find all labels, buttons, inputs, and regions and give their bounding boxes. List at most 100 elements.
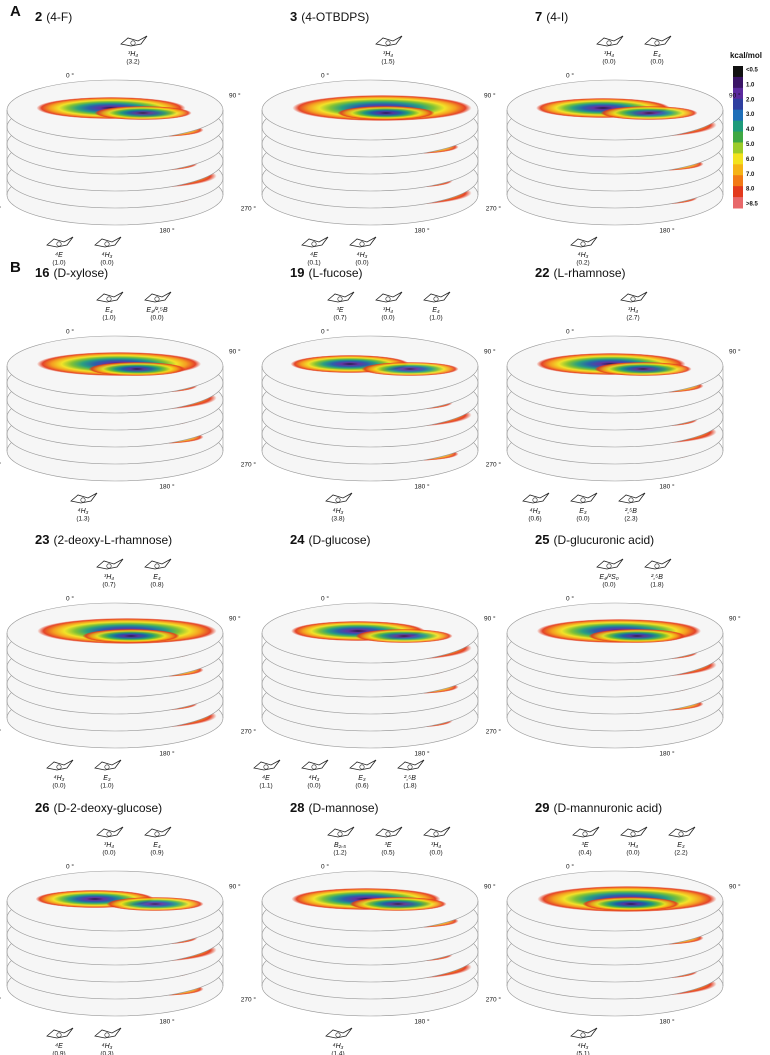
plot-number: 22 [535,265,549,280]
chair-icon [423,826,451,838]
conformer-name: E₃ [358,775,366,782]
conformer-energy: (0.6) [355,783,368,790]
plot-name: (4-F) [46,10,72,24]
conformer-energy: (0.8) [150,582,163,589]
ring-oxygen [104,764,110,770]
colorbar-title: kcal/mol [730,51,762,60]
colorbar-label: 4.0 [746,127,755,133]
conformer-energy: (1.0) [429,315,442,322]
conformer-name: E₄/²,⁵B [146,307,168,314]
plot-title: 23 (2-deoxy-L-rhamnose) [35,532,172,547]
angle-label: 180 ° [414,227,430,235]
plot: 2 (4-F) 0 ° 90 ° 180 ° 270 ° ³H₄(3.2) ⁴E(1.0) ⁴H… [0,9,241,266]
angle-label: 90 ° [484,883,496,891]
section-label: A [10,3,21,20]
energy-contour [355,629,453,643]
plot: 29 (D-mannuronic acid) 0 ° 90 ° 180 ° 270 ° ³E… [486,800,741,1055]
ring-oxygen [154,563,160,569]
ring-oxygen [407,764,413,770]
conformer-name: E₃ [579,508,587,515]
colorbar-swatch [733,87,743,100]
conformer-energy: (0.0) [100,260,113,267]
plot: 24 (D-glucose) 0 ° 90 ° 180 ° 270 ° ⁴E(1.1) ⁴H₃… [241,532,496,789]
angle-label: 90 ° [729,348,741,356]
plot: 28 (D-mannose) 0 ° 90 ° 180 ° 270 ° B₂,₅(1.2) ³… [241,800,496,1055]
plot-name: (L-rhamnose) [553,266,625,280]
conformer-energy: (0.4) [578,850,591,857]
chair-icon [570,236,598,248]
plot-name: (D-glucuronic acid) [553,533,654,547]
chair-icon [572,826,600,838]
angle-label: 270 ° [241,996,257,1004]
colorbar-label: 6.0 [746,157,755,163]
angle-label: 270 ° [486,996,502,1004]
angle-label: 180 ° [159,750,175,758]
chair-icon [375,35,403,47]
conformer-energy: (0.9) [150,850,163,857]
colorbar-swatch [733,153,743,165]
plot-title: 19 (L-fucose) [290,265,363,280]
ring-oxygen [630,831,636,837]
angle-label: 270 ° [486,728,502,736]
chair-icon [253,759,281,771]
ring-oxygen [532,497,538,503]
ring-oxygen [630,296,636,302]
ring-oxygen [311,241,317,247]
ring-oxygen [263,764,269,770]
angle-label: 180 ° [659,1018,675,1026]
chair-icon [144,291,172,303]
colorbar-label: 1.0 [746,82,755,88]
conformer-name: ⁴E [310,252,318,259]
plot-name: (4-OTBDPS) [301,10,369,24]
angle-label: 180 ° [659,483,675,491]
colorbar-label: 7.0 [746,172,755,178]
angle-label: 0 ° [566,328,574,336]
conformer-name: E₄ [653,51,661,58]
chair-icon [96,291,124,303]
chair-icon [668,826,696,838]
angle-label: 270 ° [0,205,1,213]
chair-icon [375,826,403,838]
plot-number: 23 [35,532,49,547]
plot: 25 (D-glucuronic acid) 0 ° 90 ° 180 ° 270 ° E₄… [486,532,741,757]
conformer-energy: (1.2) [333,850,346,857]
angle-label: 90 ° [729,92,741,100]
plot-name: (D-mannuronic acid) [553,801,662,815]
conformer-name: ⁴H₃ [102,1043,113,1050]
conformer-name: ³H₄ [628,307,638,314]
conformer-energy: (5.1) [576,1051,589,1055]
conformer-energy: (1.3) [76,516,89,523]
chair-icon [596,35,624,47]
angle-label: 90 ° [729,615,741,623]
angle-label: 180 ° [659,750,675,758]
conformer-name: ⁴H₃ [78,508,89,515]
conformer-name: ⁴H₃ [102,252,113,259]
ring-oxygen [654,563,660,569]
ring-oxygen [335,497,341,503]
chair-icon [46,236,74,248]
ring-oxygen [433,831,439,837]
energy-contour [588,629,686,643]
colorbar-label: >8.5 [746,202,759,208]
angle-label: 0 ° [321,595,329,603]
colorbar-swatch [733,66,743,78]
chair-icon [596,558,624,570]
conformer-energy: (1.8) [403,783,416,790]
ring-oxygen [311,764,317,770]
conformer-name: E₄ [105,307,113,314]
angle-label: 270 ° [486,205,502,213]
conformer-energy: (0.7) [102,582,115,589]
conformer-energy: (2.7) [626,315,639,322]
chair-icon [644,558,672,570]
colorbar-swatch [733,131,743,143]
conformer-energy: (0.3) [100,1051,113,1055]
angle-label: 270 ° [241,205,257,213]
conformer-name: ⁴H₃ [333,1043,344,1050]
energy-contour [88,362,186,376]
colorbar-swatch [733,76,743,89]
conformer-name: ³E [385,842,392,849]
chair-icon [620,291,648,303]
chair-icon [46,759,74,771]
conformer-name: ³H₄ [383,51,393,58]
